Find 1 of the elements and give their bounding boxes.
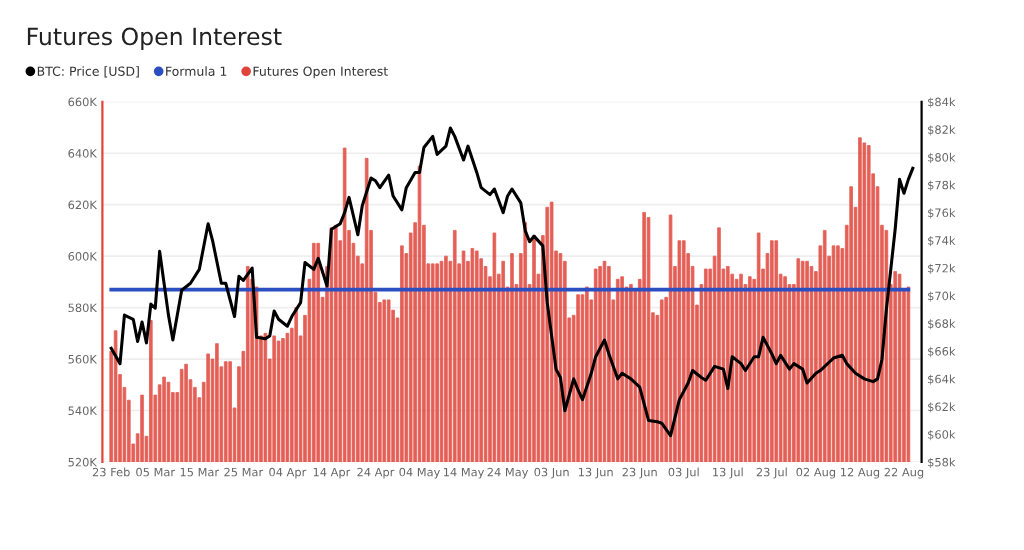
chart-title: Futures Open Interest xyxy=(27,27,282,50)
